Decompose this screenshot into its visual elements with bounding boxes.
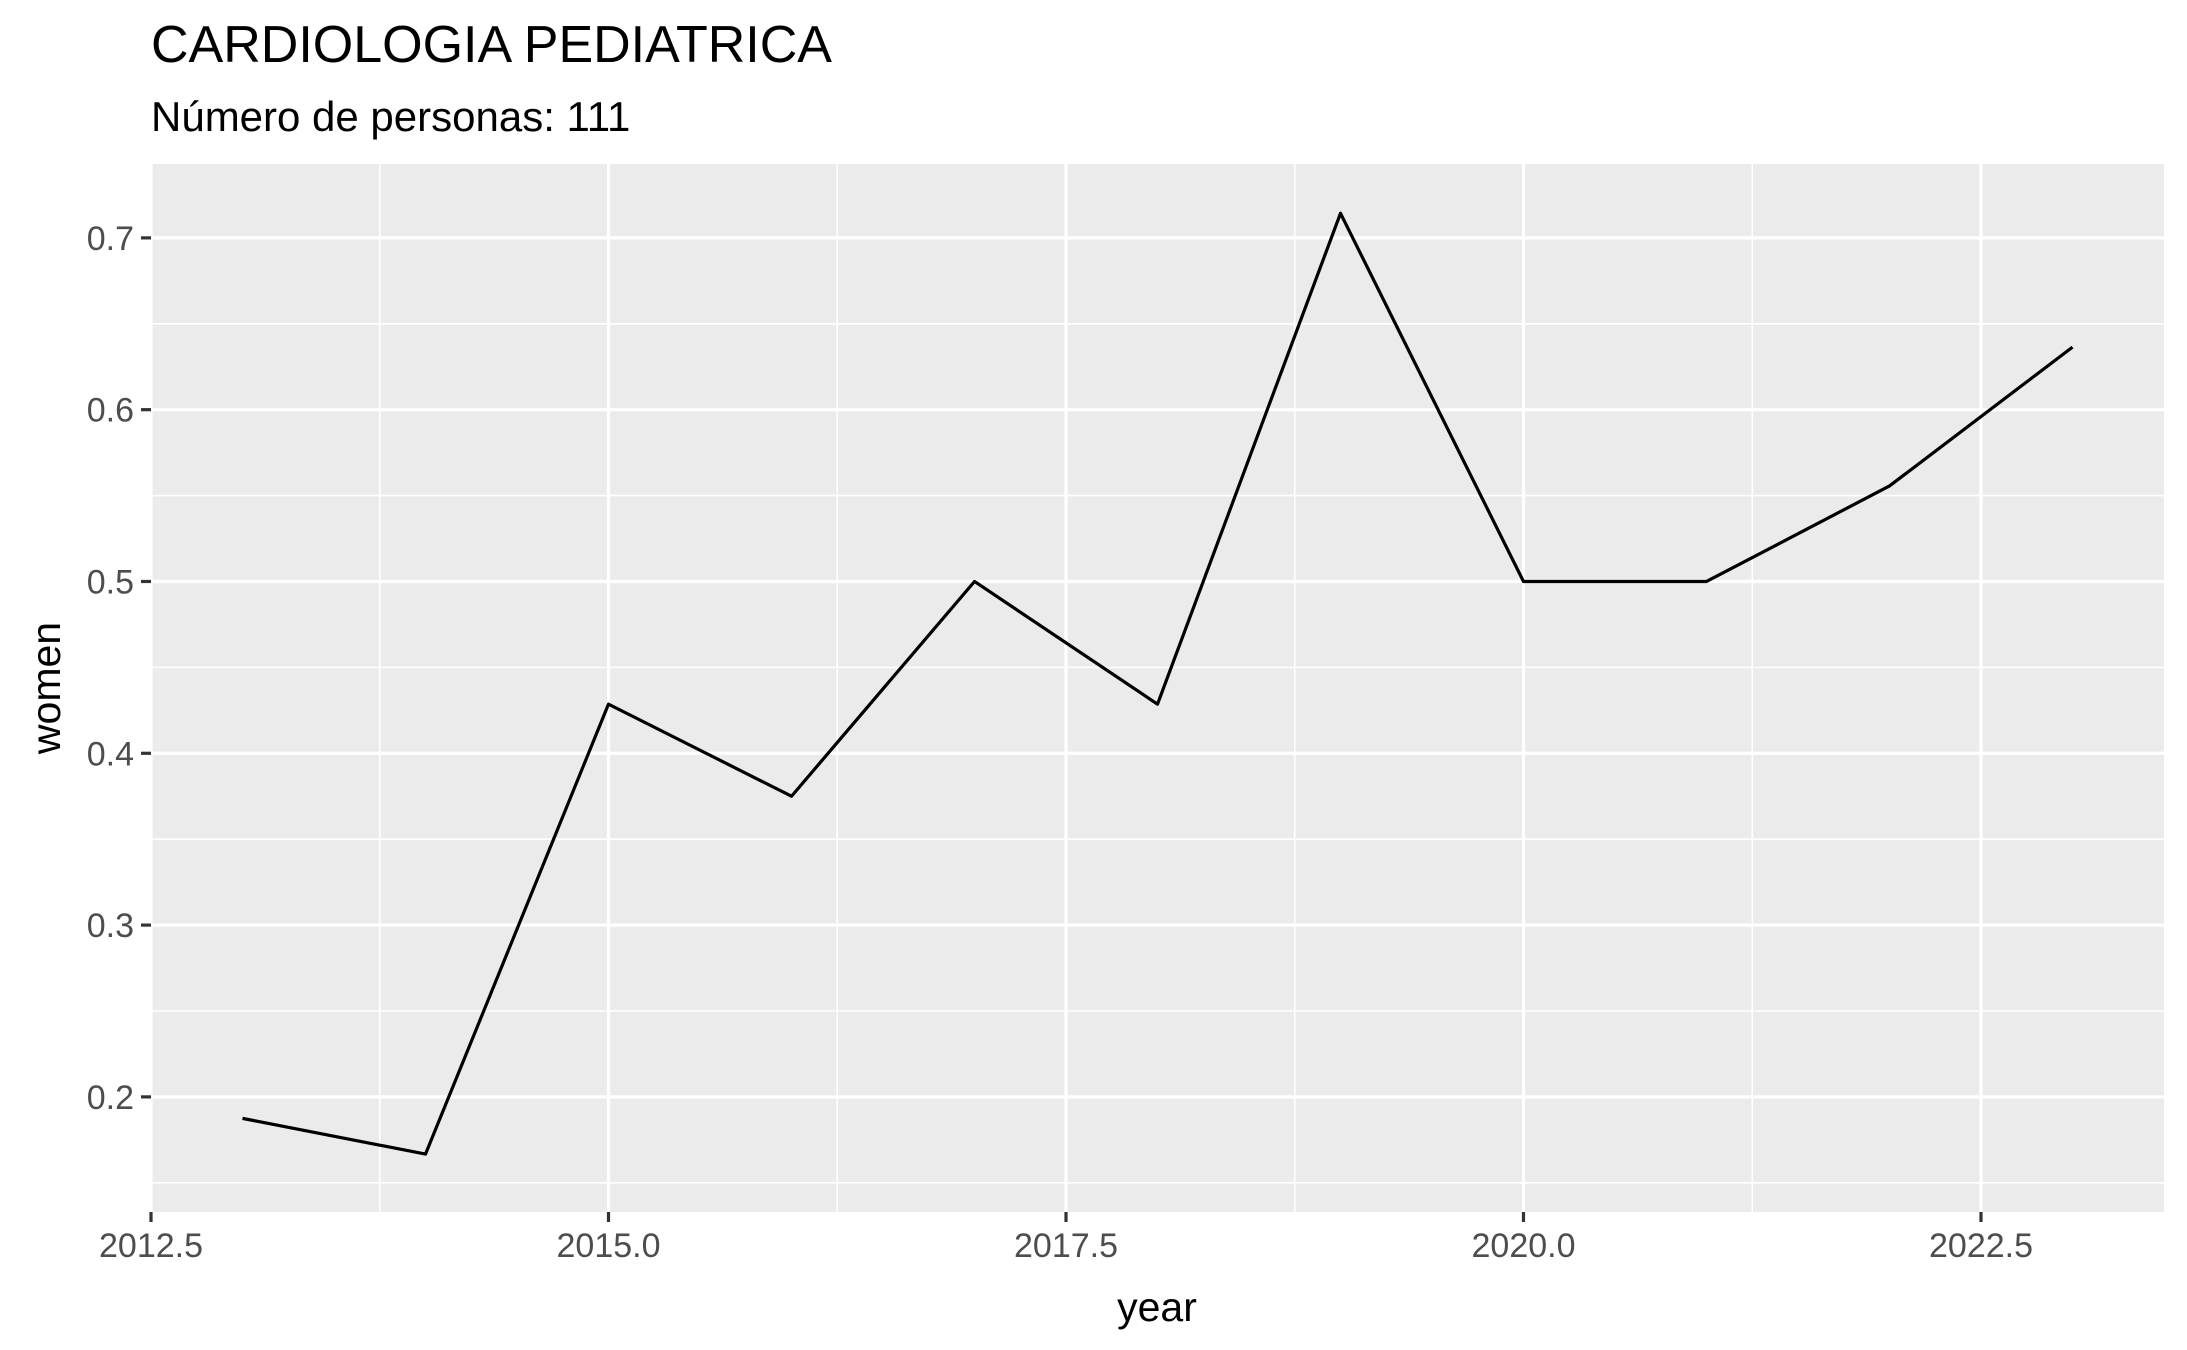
y-tick-label: 0.6: [87, 392, 134, 430]
y-tick-label: 0.3: [87, 907, 134, 945]
x-tick-label: 2022.5: [1929, 1227, 2033, 1265]
series-line: [242, 211, 2074, 1156]
y-tick-label: 0.7: [87, 220, 134, 258]
x-axis-title: year: [1117, 1284, 1197, 1330]
y-axis-title: women: [23, 622, 69, 755]
x-tick-label: 2012.5: [99, 1227, 203, 1265]
y-tick-label: 0.4: [87, 735, 134, 773]
y-tick-label: 0.2: [87, 1079, 134, 1117]
plot-panel: [151, 164, 2164, 1212]
chart-subtitle: Número de personas: 111: [151, 93, 630, 140]
x-tick-label: 2015.0: [557, 1227, 661, 1265]
y-tick-label: 0.5: [87, 563, 134, 601]
major-gridlines: [149, 164, 2164, 1212]
x-tick-label: 2017.5: [1014, 1227, 1118, 1265]
x-tick-label: 2020.0: [1472, 1227, 1576, 1265]
chart-title: CARDIOLOGIA PEDIATRICA: [151, 16, 832, 74]
y-axis: 0.2 0.3 0.4 0.5 0.6 0.7: [87, 220, 151, 1117]
series-layer: [242, 211, 2074, 1156]
x-axis: 2012.5 2015.0 2017.5 2020.0 2022.5: [99, 1212, 2033, 1265]
